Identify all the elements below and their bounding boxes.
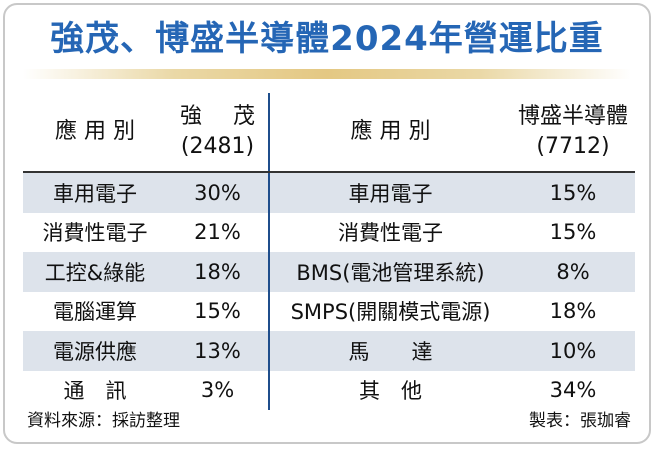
table-row: 車用電子 30% 車用電子 15% xyxy=(23,172,635,213)
card-frame: 強茂、博盛半導體2024年營運比重 應 用 別 強 茂 (2481) 應 用 別 xyxy=(3,3,651,444)
right-value-cell: 34% xyxy=(549,378,597,403)
left-app-cell: 通 訊 xyxy=(63,379,127,404)
right-value-cell: 18% xyxy=(549,299,597,324)
left-value-cell: 30% xyxy=(167,172,270,213)
right-app-cell: SMPS(開關模式電源) xyxy=(290,300,491,325)
revenue-share-table: 應 用 別 強 茂 (2481) 應 用 別 博盛半導體 (7712) 車用電子… xyxy=(23,93,635,410)
left-app-cell: 電源供應 xyxy=(23,331,167,371)
source-note: 資料來源：採訪整理 xyxy=(27,411,180,431)
right-company-code: (7712) xyxy=(536,134,610,159)
left-header-company: 強 茂 (2481) xyxy=(167,93,270,173)
left-company-code: (2481) xyxy=(180,134,255,159)
right-header-application: 應 用 別 xyxy=(269,93,511,173)
table-row: 電腦運算 15% SMPS(開關模式電源) 18% xyxy=(23,291,635,331)
table-row: 工控&綠能 18% BMS(電池管理系統) 8% xyxy=(23,252,635,292)
right-value-cell: 10% xyxy=(511,331,635,371)
right-value-cell: 8% xyxy=(511,252,635,292)
left-value-cell: 21% xyxy=(167,212,270,252)
right-company-name: 博盛半導體 xyxy=(517,104,628,129)
right-app-cell: 其 他 xyxy=(359,379,422,404)
table-row: 電源供應 13% 馬 達 10% xyxy=(23,331,635,371)
right-app-cell: 消費性電子 xyxy=(338,221,443,246)
left-value-cell: 13% xyxy=(167,331,270,371)
left-app-cell: 消費性電子 xyxy=(42,221,148,246)
table-row: 消費性電子 21% 消費性電子 15% xyxy=(23,212,635,252)
right-header-company: 博盛半導體 (7712) xyxy=(511,93,635,173)
left-app-cell: 工控&綠能 xyxy=(23,252,167,292)
left-value-cell: 18% xyxy=(167,252,270,292)
right-value-cell: 15% xyxy=(549,220,597,245)
right-app-cell: 馬 達 xyxy=(269,331,511,371)
title-underline xyxy=(23,69,631,79)
table-header-row: 應 用 別 強 茂 (2481) 應 用 別 博盛半導體 (7712) xyxy=(23,93,635,173)
right-app-cell: BMS(電池管理系統) xyxy=(269,252,511,292)
left-value-cell: 15% xyxy=(167,291,270,331)
credit-note: 製表：張珈睿 xyxy=(529,411,631,431)
page-title: 強茂、博盛半導體2024年營運比重 xyxy=(50,19,604,59)
left-app-cell: 車用電子 xyxy=(23,172,167,213)
left-app-cell: 電腦運算 xyxy=(53,300,137,325)
left-header-application: 應 用 別 xyxy=(23,93,167,173)
table-row: 通 訊 3% 其 他 34% xyxy=(23,370,635,410)
left-company-name: 強 茂 xyxy=(180,104,267,129)
left-value-cell: 3% xyxy=(167,370,270,410)
right-app-cell: 車用電子 xyxy=(269,172,511,213)
right-value-cell: 15% xyxy=(511,172,635,213)
